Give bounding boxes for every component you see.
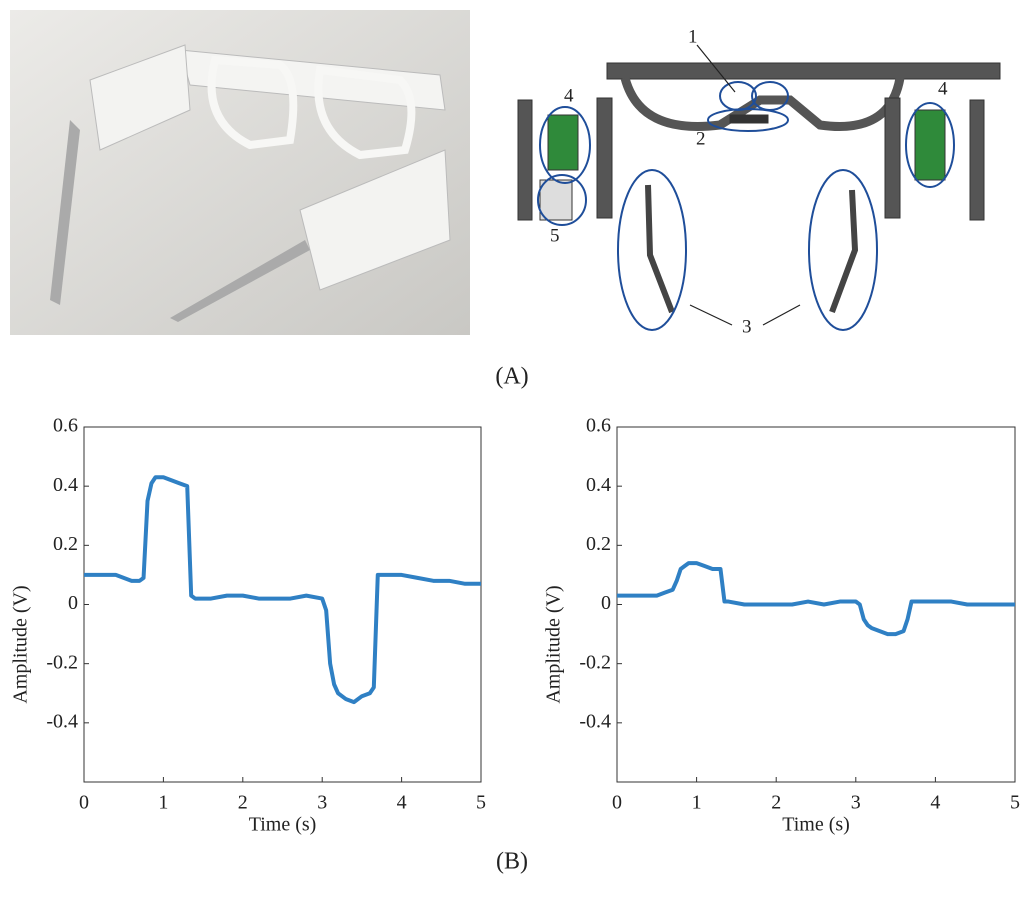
x-tick-label: 4 (930, 792, 940, 814)
panel-label: (B) (496, 849, 528, 875)
y-axis-label: Amplitude (V) (10, 585, 32, 703)
y-tick-label: 0 (68, 592, 78, 614)
y-tick-label: -0.4 (579, 710, 611, 732)
signal-line (617, 563, 1015, 634)
x-tick-label: 1 (692, 792, 702, 814)
y-tick-label: 0.6 (53, 415, 78, 437)
x-tick-label: 5 (476, 792, 486, 814)
y-tick-label: 0.2 (586, 533, 611, 555)
x-tick-label: 1 (158, 792, 168, 814)
y-tick-label: 0.4 (586, 474, 611, 496)
y-tick-label: -0.2 (46, 651, 78, 673)
y-tick-label: 0.6 (586, 415, 611, 437)
signal-line (84, 477, 481, 702)
y-tick-label: -0.4 (46, 710, 78, 732)
panel-label: (A) (495, 364, 528, 390)
diagram-label: 1 (688, 26, 698, 47)
x-tick-label: 2 (771, 792, 781, 814)
y-axis-label: Amplitude (V) (543, 585, 565, 703)
photo (10, 10, 470, 335)
plot-frame (84, 427, 481, 782)
x-tick-label: 5 (1010, 792, 1020, 814)
diagram-label: 2 (696, 128, 706, 149)
x-tick-label: 4 (397, 792, 407, 814)
diagram-label: 5 (550, 225, 560, 246)
x-tick-label: 3 (851, 792, 861, 814)
x-axis-label: Time (s) (249, 814, 317, 836)
y-tick-label: 0.4 (53, 474, 78, 496)
y-tick-label: 0.2 (53, 533, 78, 555)
x-tick-label: 3 (317, 792, 327, 814)
x-axis-label: Time (s) (782, 814, 850, 836)
x-tick-label: 0 (79, 792, 89, 814)
x-tick-label: 2 (238, 792, 248, 814)
y-tick-label: -0.2 (579, 651, 611, 673)
y-tick-label: 0 (601, 592, 611, 614)
diagram: 1 2 3 4 4 5 (518, 26, 1000, 337)
diagram-label: 4 (564, 85, 574, 106)
x-tick-label: 0 (612, 792, 622, 814)
figure: 1 2 3 4 4 5 (A) (B) -0.4 -0.2 0 0.2 0.4 0.6 0 1… (0, 0, 1024, 898)
diagram-label: 4 (938, 78, 948, 99)
diagram-label: 3 (742, 316, 752, 337)
